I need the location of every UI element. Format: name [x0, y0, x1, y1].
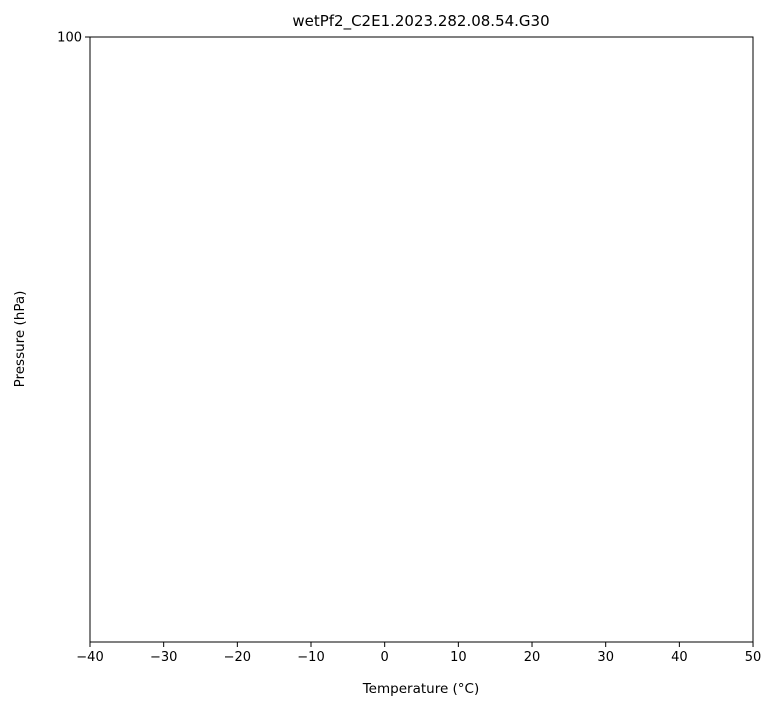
x-tick-label: 20: [524, 650, 541, 665]
axis-ticks: −40−30−20−100102030405010020030040050060…: [57, 31, 762, 666]
x-tick-label: 50: [745, 650, 762, 665]
chart-title: wetPf2_C2E1.2023.282.08.54.G30: [292, 12, 549, 31]
plot-frame: [89, 36, 754, 643]
plot-area: [90, 37, 753, 642]
dry-adiabat: [657, 37, 660, 38]
isotherm: [758, 0, 775, 37]
x-tick-label: 10: [450, 650, 467, 665]
x-tick-label: −10: [297, 650, 324, 665]
x-axis-label: Temperature (°C): [362, 681, 480, 697]
isotherm: [684, 37, 686, 38]
x-tick-label: −30: [150, 650, 177, 665]
y-tick-label: 100: [57, 31, 82, 46]
dry-adiabat: [695, 37, 698, 38]
x-tick-label: −40: [76, 650, 103, 665]
x-tick-label: −20: [224, 650, 251, 665]
x-tick-label: 40: [671, 650, 688, 665]
dry-adiabat: [733, 37, 736, 38]
x-tick-label: 0: [381, 650, 389, 665]
x-tick-label: 30: [597, 650, 614, 665]
y-axis-label: Pressure (hPa): [12, 291, 28, 388]
